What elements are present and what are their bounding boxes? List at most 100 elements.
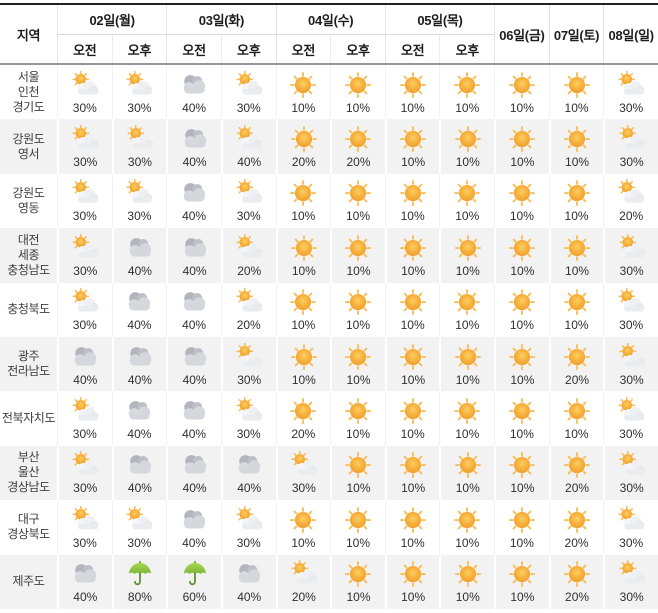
sun-behind-cloud-icon bbox=[234, 178, 264, 208]
sun-icon bbox=[562, 124, 592, 154]
precip-probability: 10% bbox=[400, 100, 425, 115]
precip-probability: 30% bbox=[619, 481, 644, 496]
precip-probability: 10% bbox=[510, 481, 535, 496]
precip-probability: 20% bbox=[236, 318, 261, 333]
table-body: 서울 인천 경기도 30% 30% 40% 30% 10% 10% 10% 10% 10% 10% 30%… bbox=[0, 65, 658, 609]
sun-icon bbox=[507, 124, 537, 154]
sun-icon bbox=[398, 70, 428, 100]
forecast-cell: 10% bbox=[548, 173, 604, 229]
forecast-cell: 10% bbox=[384, 445, 440, 501]
sun-behind-cloud-icon bbox=[234, 396, 264, 426]
forecast-cell: 10% bbox=[384, 65, 440, 120]
precip-probability: 30% bbox=[236, 535, 261, 550]
sun-icon bbox=[507, 178, 537, 208]
region-cell: 대전 세종 충청남도 bbox=[0, 228, 57, 282]
forecast-cell: 10% bbox=[439, 500, 494, 555]
precip-probability: 30% bbox=[619, 535, 644, 550]
sun-behind-cloud-icon bbox=[70, 450, 100, 480]
sun-icon bbox=[288, 178, 318, 208]
single-day-header: 06일(금) bbox=[494, 5, 549, 63]
precip-probability: 10% bbox=[455, 535, 480, 550]
forecast-cell: 40% bbox=[111, 336, 167, 392]
sun-icon bbox=[507, 70, 537, 100]
precip-probability: 40% bbox=[237, 155, 262, 170]
rain-umbrella-icon bbox=[125, 559, 155, 589]
forecast-cell: 10% bbox=[548, 119, 604, 174]
forecast-cell: 30% bbox=[111, 500, 167, 555]
precip-probability: 10% bbox=[564, 427, 589, 442]
forecast-cell: 20% bbox=[548, 554, 604, 609]
clouds-icon bbox=[180, 124, 210, 154]
morning-subheader: 오전 bbox=[384, 35, 440, 63]
forecast-cell: 20% bbox=[548, 336, 604, 392]
sun-icon bbox=[343, 559, 373, 589]
precip-probability: 10% bbox=[455, 590, 480, 605]
sun-behind-cloud-icon bbox=[289, 559, 319, 589]
region-name-line: 경상북도 bbox=[7, 527, 50, 542]
sun-behind-cloud-icon bbox=[124, 505, 154, 535]
precip-probability: 40% bbox=[182, 372, 207, 387]
forecast-cell: 10% bbox=[439, 173, 494, 229]
forecast-cell: 20% bbox=[275, 391, 331, 446]
precip-probability: 40% bbox=[182, 535, 207, 550]
forecast-cell: 30% bbox=[111, 119, 167, 174]
precip-probability: 10% bbox=[400, 427, 425, 442]
region-name-line: 대구 bbox=[17, 512, 40, 527]
precip-probability: 40% bbox=[237, 590, 262, 605]
forecast-cell: 30% bbox=[57, 228, 112, 283]
sun-icon bbox=[343, 505, 373, 535]
morning-subheader: 오전 bbox=[275, 35, 331, 63]
precip-probability: 30% bbox=[619, 155, 644, 170]
precip-probability: 30% bbox=[73, 155, 98, 170]
forecast-cell: 20% bbox=[275, 554, 331, 609]
forecast-cell: 30% bbox=[603, 445, 658, 501]
sun-icon bbox=[507, 396, 537, 426]
sun-icon bbox=[398, 233, 428, 263]
forecast-cell: 10% bbox=[494, 65, 549, 120]
sun-behind-cloud-icon bbox=[124, 178, 154, 208]
forecast-cell: 40% bbox=[220, 445, 276, 501]
forecast-cell: 10% bbox=[384, 228, 440, 283]
sun-icon bbox=[507, 233, 537, 263]
clouds-icon bbox=[180, 450, 210, 480]
precip-probability: 40% bbox=[127, 318, 152, 333]
forecast-cell: 10% bbox=[330, 65, 385, 120]
precip-probability: 30% bbox=[619, 100, 644, 115]
forecast-cell: 10% bbox=[330, 445, 385, 501]
forecast-cell: 30% bbox=[57, 65, 112, 120]
forecast-cell: 10% bbox=[494, 336, 549, 392]
precip-probability: 30% bbox=[72, 318, 97, 333]
forecast-cell: 10% bbox=[494, 500, 549, 555]
forecast-cell: 10% bbox=[494, 391, 549, 446]
table-row: 대전 세종 충청남도 30% 40% 40% 20% 10% 10% 10% 10% 10% 10% 30… bbox=[0, 228, 658, 283]
forecast-cell: 20% bbox=[220, 282, 276, 337]
sun-icon bbox=[562, 342, 592, 372]
sun-icon bbox=[453, 450, 483, 480]
forecast-cell: 10% bbox=[330, 336, 385, 392]
sun-behind-cloud-icon bbox=[616, 178, 646, 208]
precip-probability: 10% bbox=[455, 263, 480, 278]
precip-probability: 80% bbox=[127, 590, 152, 605]
region-name-line: 충청북도 bbox=[7, 302, 50, 317]
sun-behind-cloud-icon bbox=[70, 396, 100, 426]
forecast-cell: 30% bbox=[57, 119, 112, 174]
forecast-cell: 30% bbox=[603, 65, 658, 120]
precip-probability: 40% bbox=[182, 427, 207, 442]
sun-behind-cloud-icon bbox=[617, 559, 647, 589]
region-cell: 전북자치도 bbox=[0, 391, 57, 445]
sun-icon bbox=[343, 342, 373, 372]
clouds-icon bbox=[125, 450, 155, 480]
forecast-cell: 30% bbox=[603, 119, 658, 174]
precip-probability: 40% bbox=[237, 481, 262, 496]
sun-behind-cloud-icon bbox=[70, 70, 100, 100]
sun-behind-cloud-icon bbox=[70, 505, 100, 535]
precip-probability: 10% bbox=[346, 372, 371, 387]
precip-probability: 20% bbox=[291, 155, 316, 170]
precip-probability: 30% bbox=[291, 481, 316, 496]
precip-probability: 10% bbox=[401, 481, 426, 496]
region-name-line: 전북자치도 bbox=[1, 411, 56, 426]
precip-probability: 40% bbox=[182, 318, 207, 333]
precip-probability: 30% bbox=[127, 155, 152, 170]
forecast-cell: 10% bbox=[330, 282, 385, 337]
precip-probability: 30% bbox=[72, 535, 97, 550]
